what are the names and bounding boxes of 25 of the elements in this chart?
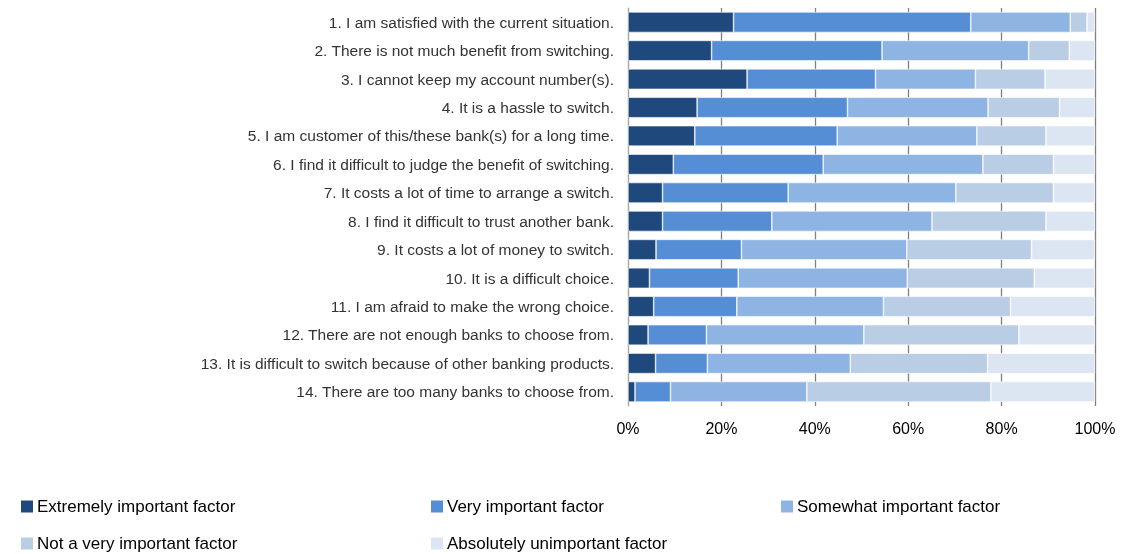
y-tick-label: 11. I am afraid to make the wrong choice. (330, 298, 614, 315)
x-tick-label: 100% (1074, 419, 1116, 437)
y-tick-label: 8. I find it difficult to trust another bank. (348, 212, 614, 230)
x-tick-label: 80% (985, 419, 1018, 437)
y-tick-label: 4. It is a hassle to switch. (441, 99, 614, 116)
legend-label: Not a very important factor (37, 534, 238, 553)
y-tick-label: 9. It costs a lot of money to switch. (377, 241, 614, 259)
legend-label: Extremely important factor (37, 497, 236, 516)
x-tick-label: 60% (892, 419, 925, 437)
y-tick-label: 1. I am satisfied with the current situation. (328, 13, 614, 31)
y-tick-label: 2. There is not much benefit from switching. (314, 42, 614, 60)
y-tick-label: 12. There are not enough banks to choose from. (282, 326, 614, 344)
y-tick-label: 7. It costs a lot of time to arrange a switch. (323, 184, 614, 202)
y-tick-label: 3. I cannot keep my account number(s). (340, 70, 614, 88)
x-tick-label: 0% (616, 419, 640, 437)
x-tick-label: 40% (798, 419, 831, 437)
legend-label: Absolutely unimportant factor (447, 534, 668, 553)
y-tick-label: 6. I find it difficult to judge the benefit of switching. (273, 155, 614, 173)
y-tick-label: 5. I am customer of this/these bank(s) for a long time. (247, 127, 614, 145)
x-tick-label: 20% (705, 419, 738, 437)
legend-label: Very important factor (447, 497, 605, 516)
legend-label: Somewhat important factor (797, 497, 1001, 516)
y-tick-label: 14. There are too many banks to choose from. (296, 383, 614, 401)
y-tick-label: 13. It is difficult to switch because of other banking products. (200, 354, 614, 372)
y-tick-label: 10. It is a difficult choice. (445, 269, 614, 287)
